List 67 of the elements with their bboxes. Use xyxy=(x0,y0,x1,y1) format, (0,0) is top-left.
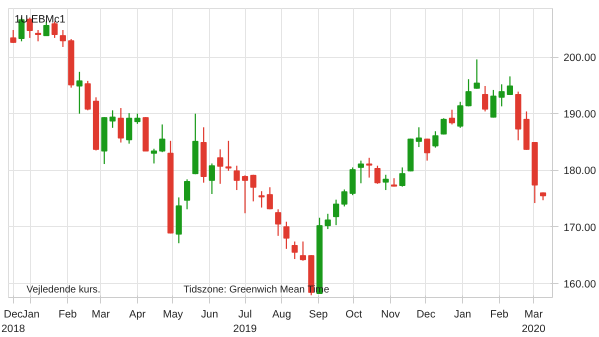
candlestick xyxy=(399,166,406,188)
candlestick xyxy=(208,162,215,195)
candlestick xyxy=(134,113,140,124)
candlestick xyxy=(234,165,240,191)
candlestick xyxy=(432,130,438,148)
candlestick xyxy=(292,240,298,260)
candlestick xyxy=(333,199,340,226)
candlestick xyxy=(366,157,372,178)
candlestick xyxy=(26,16,33,39)
candlestick xyxy=(110,110,116,128)
candlestick xyxy=(283,221,290,250)
candlestick xyxy=(76,71,83,114)
candlestick xyxy=(341,188,348,208)
x-tick-label: Mar xyxy=(92,308,110,320)
x-tick-label: May xyxy=(162,308,184,320)
y-tick-label: 160.00 xyxy=(564,278,596,290)
candlestick xyxy=(498,84,505,107)
candlestick xyxy=(465,78,472,107)
candlestick xyxy=(482,85,488,112)
candlestick xyxy=(184,178,190,210)
candlestick xyxy=(217,148,224,184)
candlestick xyxy=(10,29,16,44)
annotation: Vejledende kurs. xyxy=(26,284,100,296)
candlestick xyxy=(35,29,42,42)
candlestick xyxy=(258,190,265,208)
x-tick-label: Jan xyxy=(454,308,472,320)
candlestick xyxy=(474,58,480,90)
candlestick xyxy=(374,165,381,184)
candlestick xyxy=(118,107,124,144)
candlestick xyxy=(424,138,430,162)
candlestick xyxy=(416,126,422,148)
x-tick-label: Jun xyxy=(200,308,218,320)
x-tick-label: Sep xyxy=(308,308,328,320)
candlestick xyxy=(300,240,306,262)
candlestick xyxy=(225,140,232,172)
x-tick-label: Mar 2020 xyxy=(522,308,546,335)
candlestick xyxy=(60,29,66,48)
x-tick-label: Jan xyxy=(22,308,40,320)
candlestick xyxy=(324,213,331,230)
y-tick-label: 190.00 xyxy=(564,108,596,121)
annotation: Tidszone: Greenwich Mean Time xyxy=(184,284,330,296)
x-tick-label: Oct xyxy=(346,308,362,320)
x-tick-label: Dec xyxy=(416,308,436,320)
candlestick xyxy=(448,109,456,126)
candlestick xyxy=(457,101,464,128)
candlestick xyxy=(150,148,158,164)
candlestick xyxy=(358,160,364,184)
x-tick-label: Apr xyxy=(129,308,146,320)
x-tick-label: Aug xyxy=(272,308,292,320)
candlestick xyxy=(350,166,356,196)
x-tick-label: Feb xyxy=(490,308,509,320)
candlestick xyxy=(275,208,282,236)
candlestick xyxy=(382,174,389,191)
candlestick xyxy=(440,118,447,136)
candlestick xyxy=(126,112,132,144)
x-tick-label: Nov xyxy=(381,308,401,320)
x-tick-label: Jul 2019 xyxy=(233,308,257,335)
candlestick xyxy=(250,174,256,202)
x-tick-label: Feb xyxy=(58,308,77,320)
candlestick xyxy=(490,89,496,118)
y-tick-label: 200.00 xyxy=(564,52,596,64)
candlestick xyxy=(242,174,248,214)
candlestick xyxy=(506,76,513,96)
candlestick xyxy=(159,124,166,153)
candlestick xyxy=(266,186,273,210)
y-tick-label: 180.00 xyxy=(564,165,596,178)
y-tick-label: 170.00 xyxy=(564,222,596,234)
